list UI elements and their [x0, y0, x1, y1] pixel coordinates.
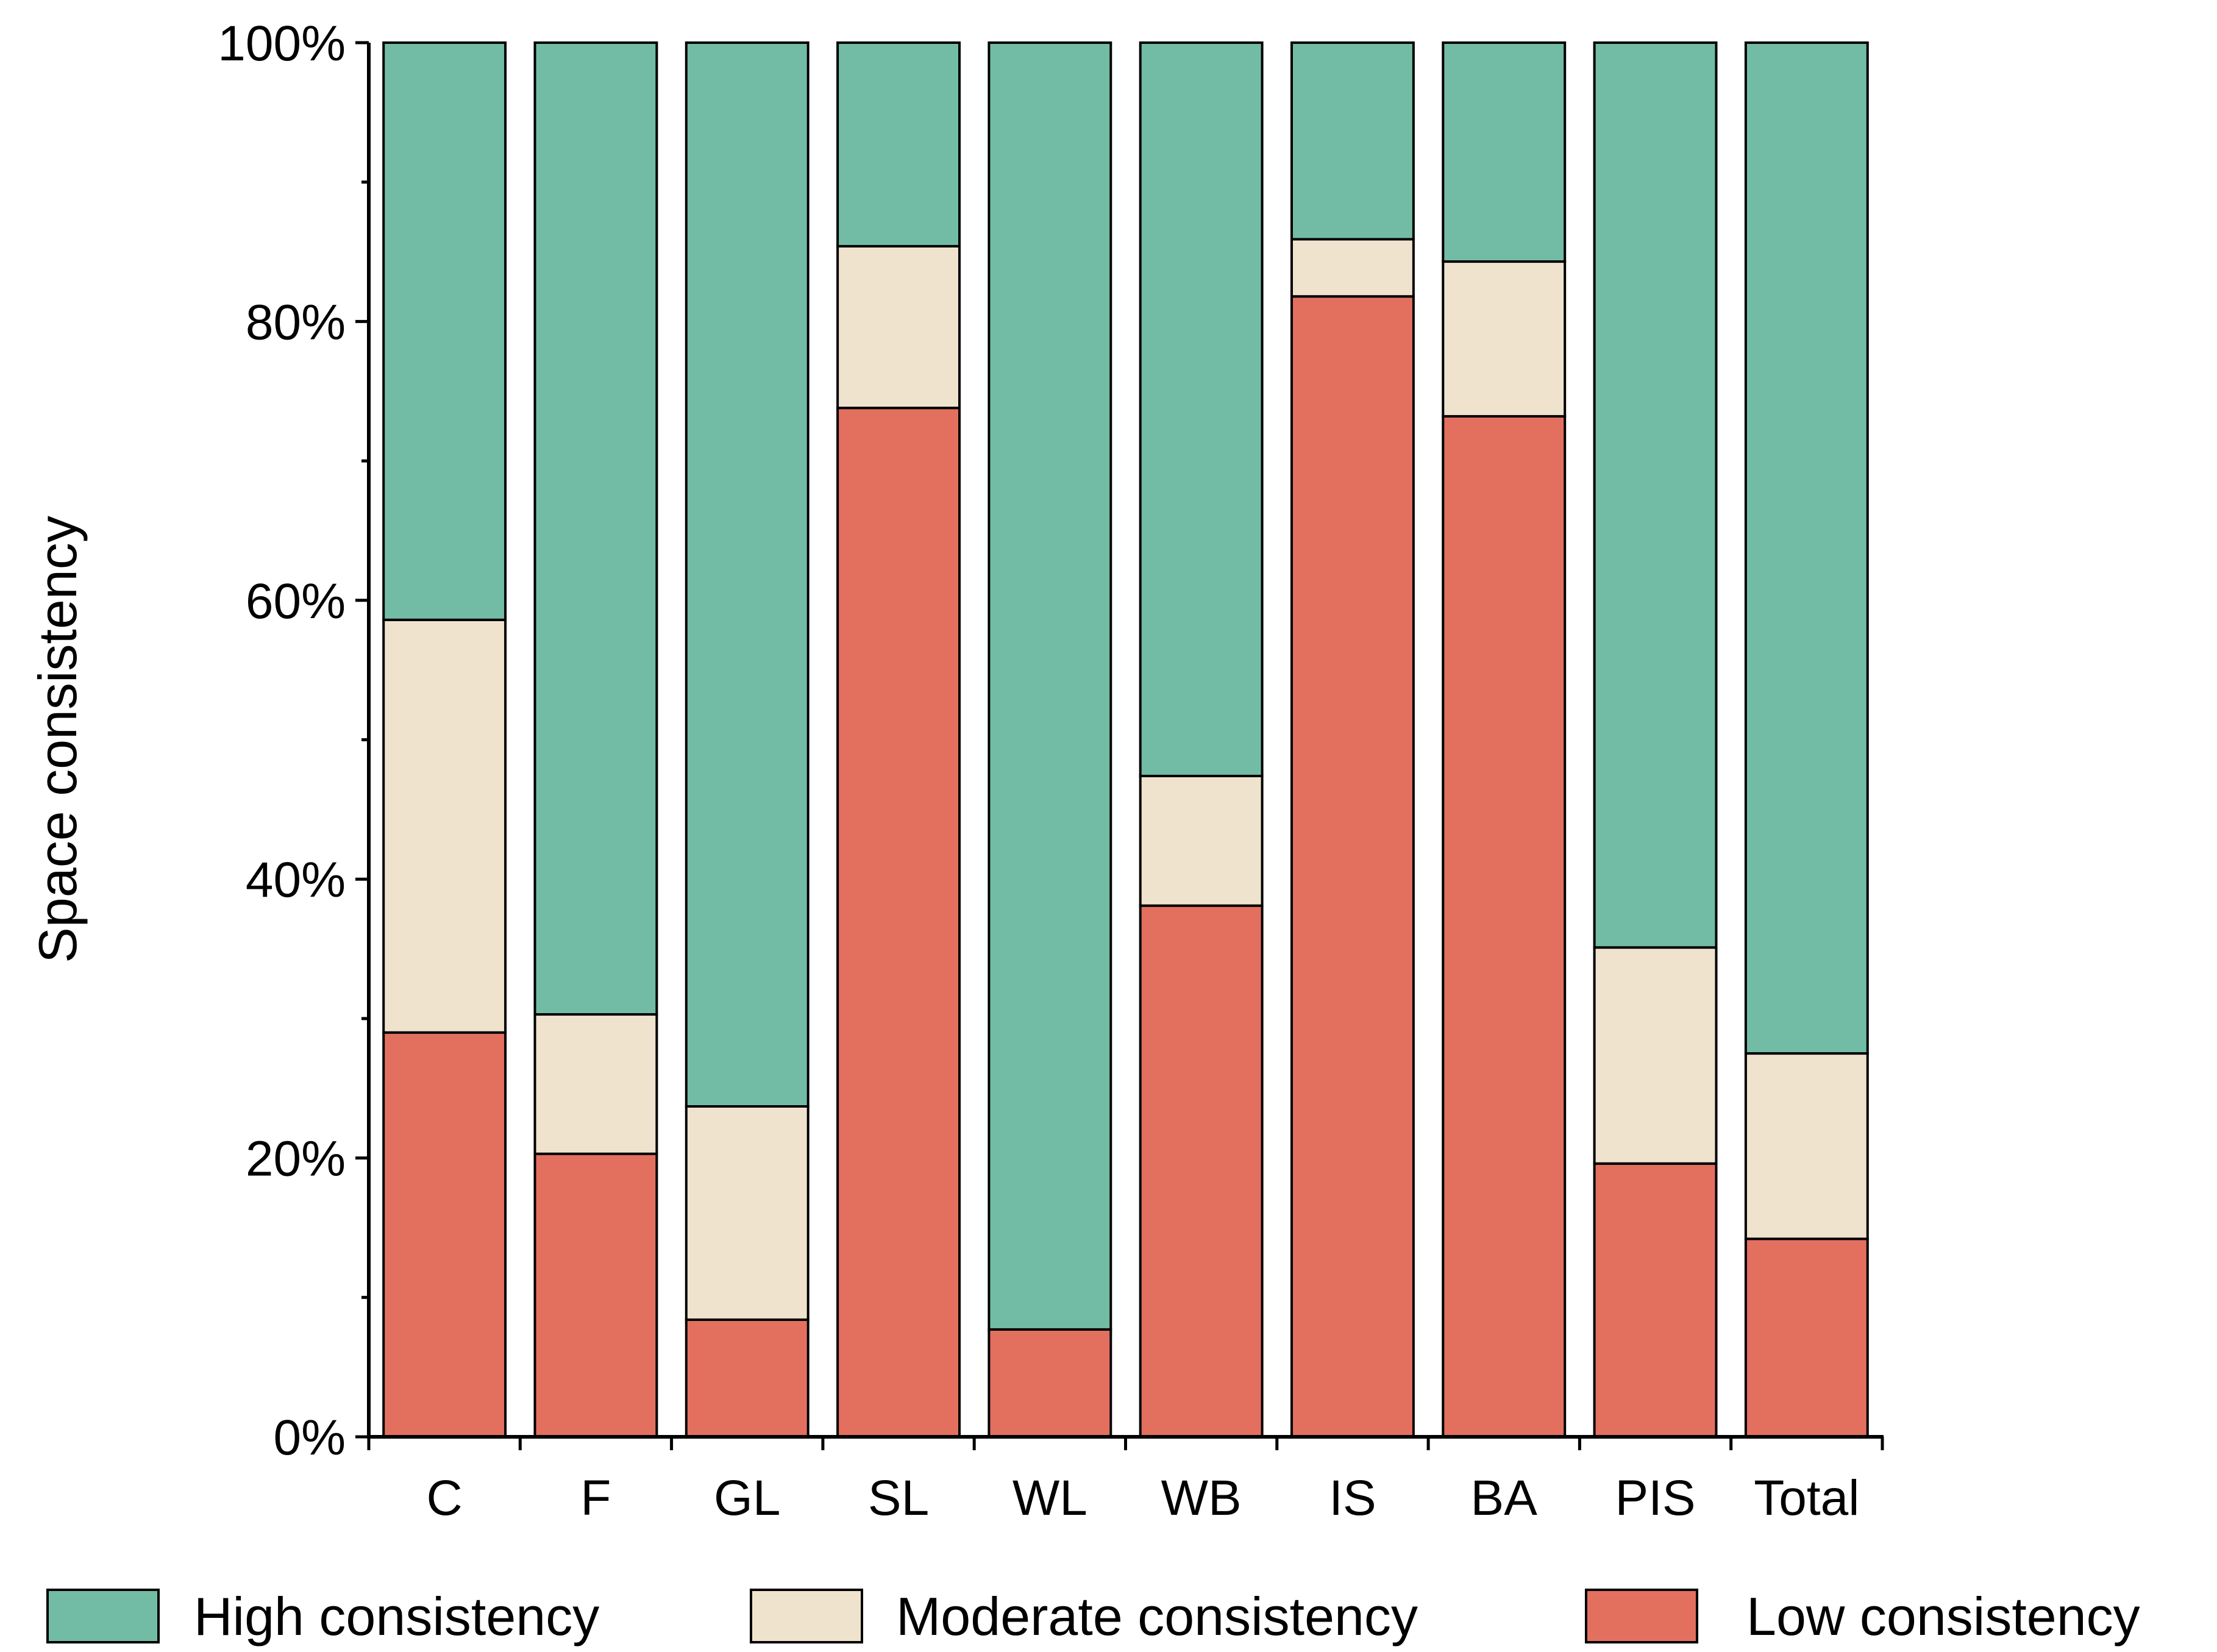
bars-layer: [382, 41, 1869, 1439]
bar-gl-moderate-consistency: [685, 1105, 810, 1321]
bar-pis-low-consistency: [1593, 1162, 1718, 1439]
legend-label-moderate-consistency: Moderate consistency: [896, 1586, 1418, 1647]
bar-wb-moderate-consistency: [1139, 774, 1264, 907]
y-tick-label-80: 80%: [246, 294, 346, 350]
bar-total-low-consistency: [1744, 1237, 1869, 1438]
bar-total-moderate-consistency: [1744, 1052, 1869, 1241]
bar-wb-low-consistency: [1139, 904, 1264, 1438]
bar-gl-high-consistency: [685, 41, 810, 1108]
bar-ba-low-consistency: [1442, 415, 1567, 1438]
y-tick-label-60: 60%: [246, 574, 346, 629]
bar-c-high-consistency: [382, 41, 507, 621]
legend-label-high-consistency: High consistency: [194, 1586, 599, 1647]
y-tick-label-100: 100%: [218, 16, 346, 71]
x-ticks: C F GL SL WL WB IS BA PIS Total: [367, 1437, 1884, 1526]
x-tick-label-total: Total: [1754, 1470, 1859, 1526]
legend-swatch-moderate-consistency: [750, 1589, 863, 1643]
bar-c-low-consistency: [382, 1031, 507, 1438]
bar-sl-low-consistency: [836, 407, 961, 1438]
y-tick-label-40: 40%: [246, 852, 346, 908]
x-tick-label-is: IS: [1329, 1470, 1376, 1526]
bar-f-moderate-consistency: [533, 1013, 658, 1155]
y-tick-label-0: 0%: [273, 1410, 346, 1465]
bar-ba-high-consistency: [1442, 41, 1567, 263]
bar-pis-moderate-consistency: [1593, 946, 1718, 1165]
bar-sl-moderate-consistency: [836, 244, 961, 410]
bar-f-low-consistency: [533, 1152, 658, 1438]
bar-sl-high-consistency: [836, 41, 961, 247]
y-axis-title: Space consistency: [27, 516, 88, 963]
bar-wb-high-consistency: [1139, 41, 1264, 777]
y-ticks: 0% 20% 40% 60% 80% 100%: [218, 16, 369, 1465]
bar-is-high-consistency: [1290, 41, 1415, 241]
x-tick-label-wb: WB: [1161, 1470, 1242, 1526]
x-tick-label-ba: BA: [1471, 1470, 1538, 1526]
x-tick-label-f: F: [580, 1470, 611, 1526]
bar-wl-high-consistency: [988, 41, 1112, 1331]
x-tick-label-gl: GL: [714, 1470, 780, 1526]
bar-wl-low-consistency: [988, 1328, 1112, 1438]
bar-total-high-consistency: [1744, 41, 1869, 1055]
bar-pis-high-consistency: [1593, 41, 1718, 949]
legend-swatch-high-consistency: [46, 1589, 160, 1643]
bar-ba-moderate-consistency: [1442, 260, 1567, 418]
x-tick-label-c: C: [427, 1470, 463, 1526]
legend-swatch-low-consistency: [1585, 1589, 1698, 1643]
x-tick-label-sl: SL: [868, 1470, 929, 1526]
legend: High consistency Moderate consistency Low …: [46, 1586, 2140, 1647]
y-tick-label-20: 20%: [246, 1131, 346, 1187]
bar-is-moderate-consistency: [1290, 238, 1415, 298]
x-tick-label-wl: WL: [1012, 1470, 1087, 1526]
legend-label-low-consistency: Low consistency: [1746, 1586, 2140, 1647]
bar-gl-low-consistency: [685, 1318, 810, 1439]
bar-is-low-consistency: [1290, 295, 1415, 1438]
x-tick-label-pis: PIS: [1615, 1470, 1695, 1526]
bar-c-moderate-consistency: [382, 618, 507, 1034]
bar-f-high-consistency: [533, 41, 658, 1016]
